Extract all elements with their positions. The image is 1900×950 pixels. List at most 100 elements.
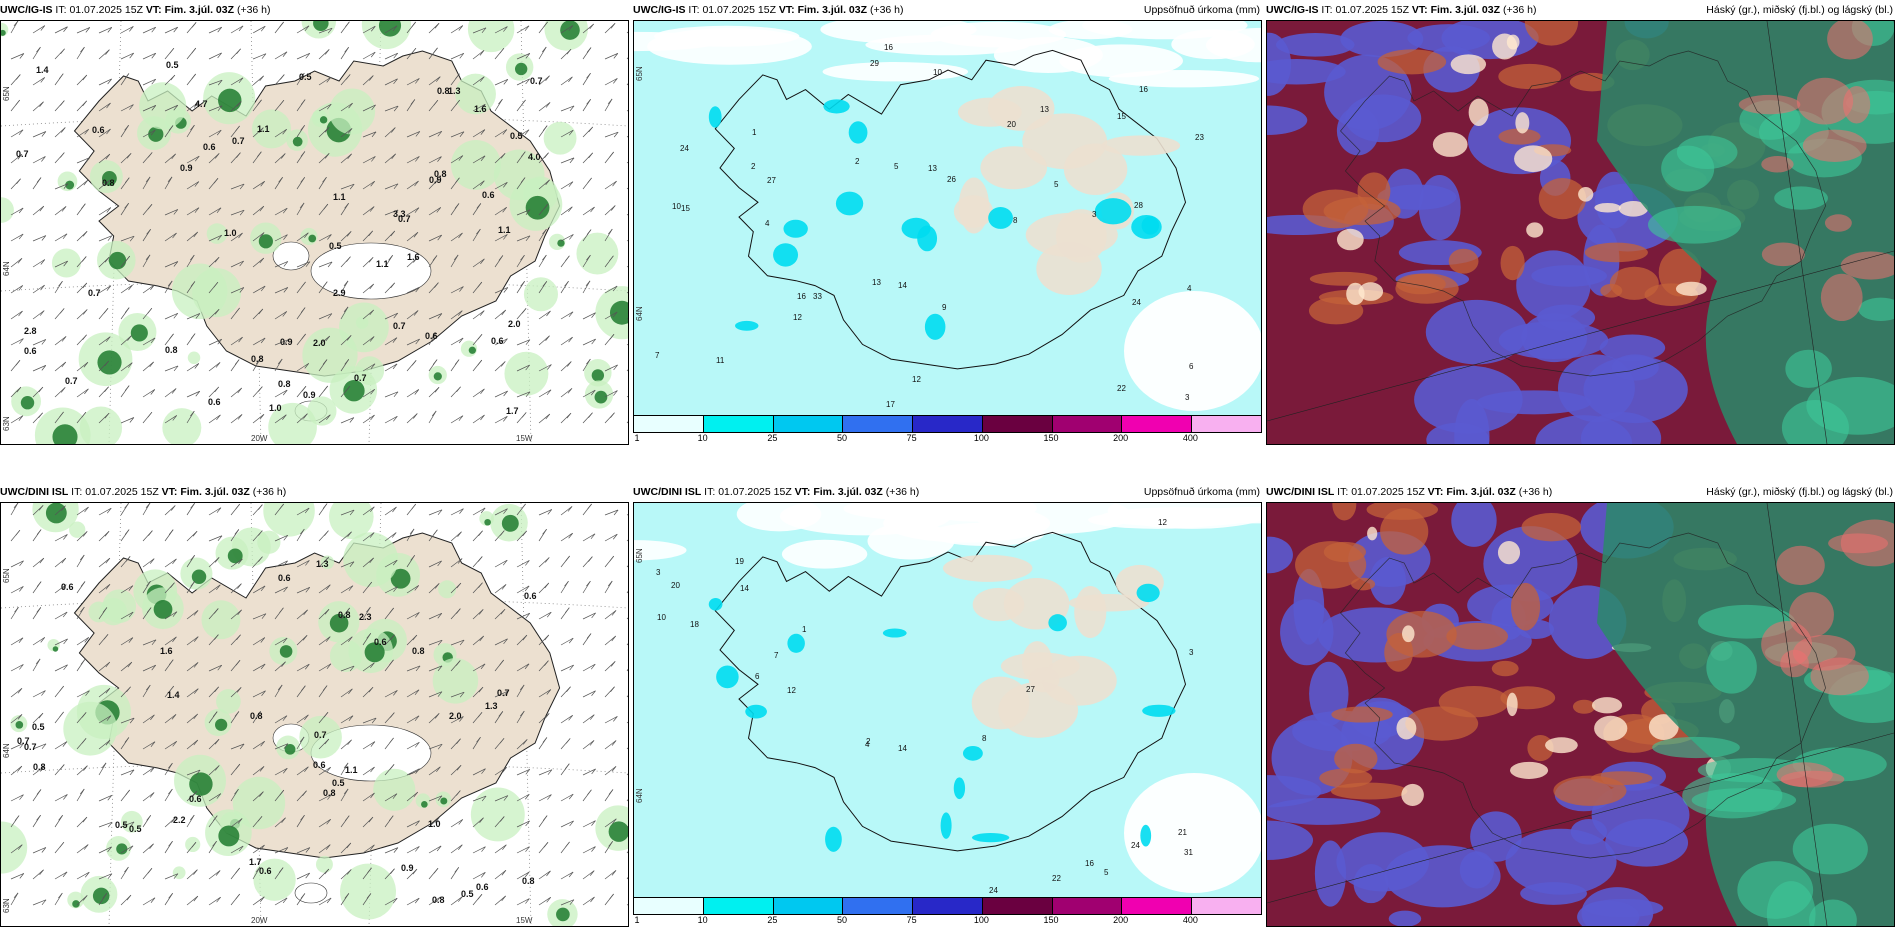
precip-value-label: 1 <box>752 128 757 137</box>
svg-text:65N: 65N <box>635 66 644 81</box>
wind-value-label: 0.8 <box>434 169 447 179</box>
precip-value-label: 27 <box>1026 685 1035 694</box>
wind-value-label: 0.8 <box>437 86 450 96</box>
panel-header: UWC/DINI ISL IT: 01.07.2025 15Z VT: Fim.… <box>1266 482 1895 502</box>
wind-value-label: 0.6 <box>491 336 504 346</box>
scale-swatch <box>843 416 914 432</box>
scale-swatch <box>773 416 844 432</box>
precip-value-label: 29 <box>870 59 879 68</box>
precip-value-label: 5 <box>1104 868 1109 877</box>
precip-value-label: 18 <box>690 620 699 629</box>
clouds-map-canvas <box>1267 21 1894 444</box>
precip-value-label: 13 <box>928 164 937 173</box>
wind-value-label: 1.7 <box>506 406 519 416</box>
precip-color-scale: 1 10 25 50 75 100 150 200 400 <box>633 897 1262 925</box>
precip-value-label: 16 <box>1085 859 1094 868</box>
vt-label: VT: <box>145 4 162 16</box>
wind-value-label: 0.7 <box>530 76 543 86</box>
scale-swatch <box>913 416 983 432</box>
precip-value-label: 28 <box>1134 201 1143 210</box>
wind-value-label: 0.6 <box>92 125 105 135</box>
wind-map: 0.7 1.1 0.8 0.6 0.5 0.6 0.5 0.8 0.7 0.8 0.6 0.8 0.7 1… <box>0 502 629 927</box>
wind-value-label: 1.4 <box>167 690 180 700</box>
precip-value-label: 2 <box>751 162 756 171</box>
wind-value-label: 0.7 <box>497 688 510 698</box>
lead-time: (+36 h) <box>252 486 287 498</box>
precip-value-label: 12 <box>912 375 921 384</box>
scale-swatch <box>773 898 844 914</box>
precip-value-label: 13 <box>1040 105 1049 114</box>
svg-text:65N: 65N <box>2 86 11 101</box>
panel-wind-row1: UWC/IG-IS IT: 01.07.2025 15Z VT: Fim. 3.… <box>0 0 629 451</box>
vt-label: VT: <box>1427 486 1444 498</box>
precip-value-label: 16 <box>884 43 893 52</box>
scale-tick-label: 100 <box>973 915 989 925</box>
it-value: 01.07.2025 15Z <box>1351 486 1425 498</box>
scale-swatch <box>913 898 983 914</box>
wind-value-label: 1.3 <box>316 559 329 569</box>
wind-value-label: 1.0 <box>428 819 441 829</box>
scale-swatch <box>843 898 914 914</box>
wind-value-label: 1.1 <box>376 259 389 269</box>
scale-tick-label: 150 <box>1043 915 1059 925</box>
precip-value-label: 3 <box>656 568 661 577</box>
vt-label: VT: <box>161 486 178 498</box>
precip-value-label: 15 <box>681 204 690 213</box>
wind-value-label: 2.8 <box>24 326 37 336</box>
wind-value-label: 0.7 <box>314 730 327 740</box>
wind-value-label: 2.3 <box>359 612 372 622</box>
precip-value-label: 7 <box>774 651 779 660</box>
wind-value-label: 1.1 <box>345 765 358 775</box>
precip-value-label: 8 <box>982 734 987 743</box>
panel-title: Uppsöfnuð úrkoma (mm) <box>1143 486 1260 498</box>
wind-value-label: 2.9 <box>333 288 346 298</box>
wind-value-label: 1.3 <box>485 701 498 711</box>
precip-value-label: 24 <box>1132 298 1141 307</box>
svg-text:20W: 20W <box>251 434 268 443</box>
svg-text:64N: 64N <box>635 306 644 321</box>
precip-value-label: 5 <box>1054 180 1059 189</box>
precip-value-label: 14 <box>898 744 907 753</box>
precip-value-label: 21 <box>1178 828 1187 837</box>
precip-value-label: 9 <box>942 303 947 312</box>
wind-value-label: 4.0 <box>528 152 541 162</box>
wind-value-label: 0.8 <box>33 762 46 772</box>
wind-value-label: 1.4 <box>36 65 49 75</box>
it-value: 01.07.2025 15Z <box>85 486 159 498</box>
wind-value-label: 0.9 <box>280 337 293 347</box>
wind-value-label: 0.9 <box>303 390 316 400</box>
wind-value-label: 2.2 <box>173 815 186 825</box>
lead-time: (+36 h) <box>1518 486 1553 498</box>
wind-value-label: 0.7 <box>88 288 101 298</box>
it-label: IT: <box>1321 4 1333 16</box>
precip-value-label: 19 <box>735 557 744 566</box>
lead-time: (+36 h) <box>1502 4 1537 16</box>
model-name: UWC/DINI ISL <box>0 486 69 498</box>
vt-label: VT: <box>1411 4 1428 16</box>
precip-value-label: 16 <box>797 292 806 301</box>
precip-value-label: 33 <box>813 292 822 301</box>
precip-value-label: 6 <box>1189 362 1194 371</box>
it-value: 01.07.2025 15Z <box>718 486 792 498</box>
precip-value-label: 24 <box>989 886 998 895</box>
wind-value-label: 0.8 <box>250 711 263 721</box>
precip-value-label: 20 <box>1007 120 1016 129</box>
it-value: 01.07.2025 15Z <box>702 4 776 16</box>
lead-time: (+36 h) <box>885 486 920 498</box>
wind-value-label: 0.7 <box>393 321 406 331</box>
wind-value-label: 0.6 <box>203 142 216 152</box>
svg-text:65N: 65N <box>635 548 644 563</box>
it-label: IT: <box>71 486 83 498</box>
precip-value-label: 24 <box>1131 841 1140 850</box>
wind-value-label: 1.6 <box>160 646 173 656</box>
vt-value: Fim. 3.júl. 03Z <box>813 486 883 498</box>
vt-value: Fim. 3.júl. 03Z <box>180 486 250 498</box>
wind-value-label: 0.7 <box>24 742 37 752</box>
precip-value-label: 3 <box>1189 648 1194 657</box>
wind-value-label: 0.7 <box>232 136 245 146</box>
wind-value-label: 2.0 <box>449 711 462 721</box>
wind-value-label: 0.8 <box>323 788 336 798</box>
precip-value-label: 14 <box>740 584 749 593</box>
scale-swatch <box>703 416 774 432</box>
wind-value-label: 1.7 <box>249 857 262 867</box>
